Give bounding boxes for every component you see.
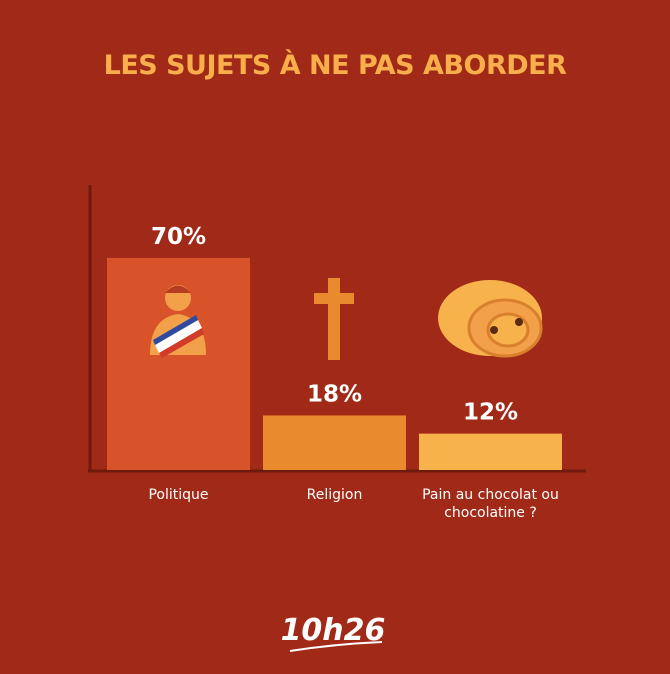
- bar: [263, 415, 406, 470]
- x-tick-label: Religion: [306, 487, 363, 503]
- x-tick-label: Pain au chocolat ou chocolatine ?: [422, 487, 559, 521]
- brand-underline: [289, 641, 383, 652]
- icon-cross: [314, 278, 354, 360]
- chart-title: LES SUJETS À NE PAS ABORDER: [104, 49, 567, 81]
- bar: [419, 433, 562, 470]
- value-label: 12%: [463, 400, 518, 426]
- icon-bust: [150, 285, 206, 358]
- x-tick-label: Politique: [148, 487, 209, 503]
- value-label: 70%: [151, 224, 206, 250]
- icon-pastry: [438, 280, 543, 358]
- value-label: 18%: [307, 381, 362, 407]
